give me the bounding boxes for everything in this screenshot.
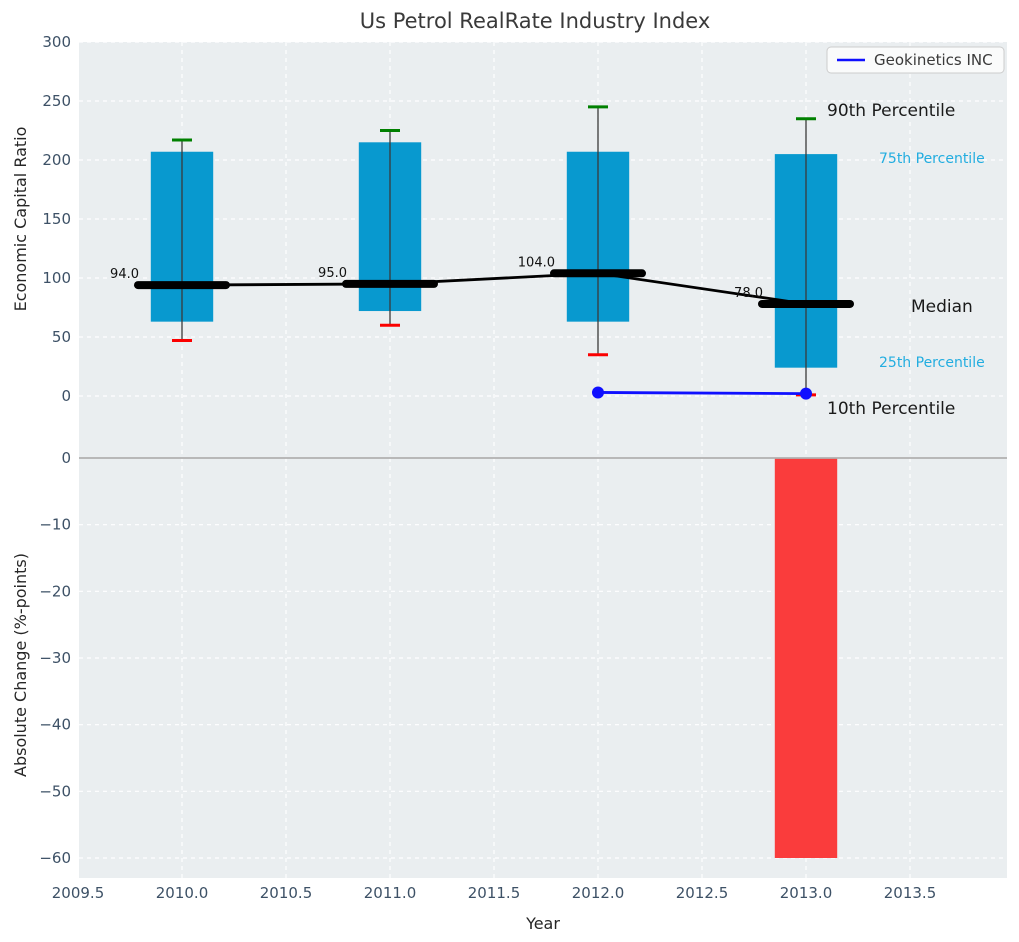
ytick-top: 150 <box>42 210 71 228</box>
ytick-top: 100 <box>42 269 71 287</box>
ytick-bottom: −10 <box>39 516 71 534</box>
ytick-bottom: −50 <box>39 782 71 800</box>
company-point-2012 <box>592 386 604 399</box>
median-value-label-2013: 78.0 <box>734 286 763 301</box>
xtick: 2013.5 <box>884 884 937 902</box>
ytick-bottom: 0 <box>61 449 71 467</box>
xtick: 2013.0 <box>780 884 833 902</box>
plot-background <box>79 42 1007 878</box>
xtick: 2010.5 <box>260 884 313 902</box>
ytick-bottom: −40 <box>39 716 71 734</box>
company-series <box>592 386 812 400</box>
legend: Geokinetics INC <box>826 46 1005 74</box>
y-axis-label-bottom: Absolute Change (%-points) <box>11 553 30 777</box>
xtick: 2010.0 <box>156 884 209 902</box>
change-bars <box>774 458 838 858</box>
legend-label: Geokinetics INC <box>874 51 993 69</box>
annotation-median: Median <box>911 297 973 317</box>
axis-ticks: 300 250 200 150 100 50 0 0 −10 −20 −30 −40 −50 −60 200… <box>39 33 936 902</box>
company-point-2013 <box>800 387 812 400</box>
xtick: 2009.5 <box>52 884 105 902</box>
median-value-label-2011: 95.0 <box>318 266 347 281</box>
median-value-label-2010: 94.0 <box>110 267 139 282</box>
xtick: 2011.0 <box>364 884 417 902</box>
annotation-25th-percentile: 25th Percentile <box>879 355 985 371</box>
median-value-label-2012: 104.0 <box>518 255 555 270</box>
annotation-10th-percentile: 10th Percentile <box>827 399 955 419</box>
median-series: 94.0 95.0 104.0 78.0 <box>110 255 854 308</box>
y-axis-label-top: Economic Capital Ratio <box>11 127 30 312</box>
annotation-75th-percentile: 75th Percentile <box>879 151 985 167</box>
change-bar-2013 <box>774 458 838 858</box>
ytick-top: 50 <box>52 328 71 346</box>
ytick-bottom: −60 <box>39 849 71 867</box>
xtick: 2012.0 <box>572 884 625 902</box>
ytick-top: 0 <box>61 387 71 405</box>
ytick-bottom: −30 <box>39 649 71 667</box>
ytick-top: 250 <box>42 92 71 110</box>
chart-title: Us Petrol RealRate Industry Index <box>360 9 711 33</box>
ytick-top: 300 <box>42 33 71 51</box>
company-line <box>597 391 807 396</box>
x-axis-label: Year <box>525 914 560 933</box>
ytick-top: 200 <box>42 151 71 169</box>
annotation-90th-percentile: 90th Percentile <box>827 101 955 121</box>
xtick: 2012.5 <box>676 884 729 902</box>
legend-box <box>826 46 1005 74</box>
ytick-bottom: −20 <box>39 582 71 600</box>
xtick: 2011.5 <box>468 884 521 902</box>
median-line <box>181 271 807 306</box>
